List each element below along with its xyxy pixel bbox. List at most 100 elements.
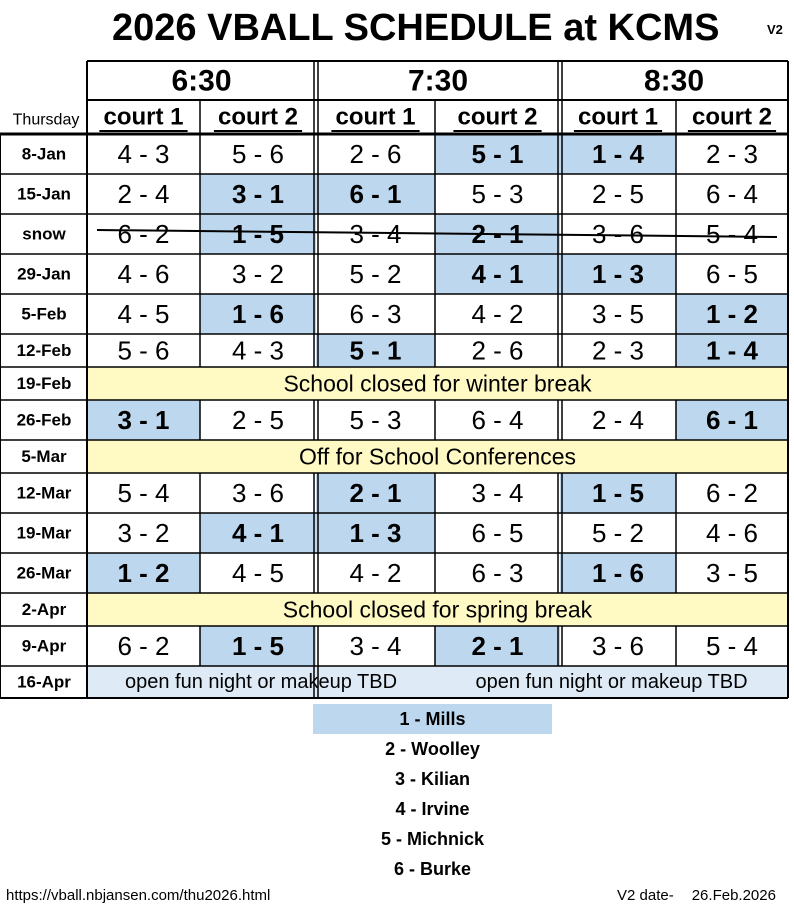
game-cell: 3 - 6 — [592, 631, 644, 661]
date-cell-15: 16-Apr — [17, 673, 71, 692]
court-header-4: court 2 — [457, 104, 537, 131]
game-cell: 1 - 5 — [232, 631, 284, 661]
highlight-cell — [200, 513, 316, 553]
game-cell: 4 - 3 — [232, 336, 284, 366]
strike-line — [96, 229, 778, 238]
game-cell: 6 - 2 — [117, 219, 169, 249]
note-row-text: Off for School Conferences — [299, 444, 576, 470]
game-cell: 4 - 5 — [232, 558, 284, 588]
highlight-cell — [676, 294, 788, 334]
highlight-cell — [560, 134, 676, 174]
date-cell-7: 19-Feb — [17, 374, 72, 393]
highlight-cell — [676, 400, 788, 440]
date-cell-5: 5-Feb — [21, 305, 66, 324]
note-row-bg — [87, 367, 788, 400]
footer-date: 26.Feb.2026 — [691, 887, 776, 904]
highlight-cell — [435, 254, 560, 294]
legend-item-2: 2 - Woolley — [385, 739, 480, 759]
game-cell: 5 - 3 — [471, 179, 523, 209]
game-cell: 5 - 4 — [117, 478, 169, 508]
game-cell: 2 - 6 — [349, 139, 401, 169]
game-cell: 4 - 3 — [117, 139, 169, 169]
game-cell: 4 - 6 — [117, 259, 169, 289]
game-cell: 3 - 1 — [117, 405, 169, 435]
footer-url: https://vball.nbjansen.com/thu2026.html — [6, 887, 271, 904]
highlight-cell — [200, 626, 316, 666]
game-cell: 4 - 2 — [471, 299, 523, 329]
note-row-bg — [87, 593, 788, 626]
highlight-cell — [435, 134, 560, 174]
court-header-5: court 1 — [578, 104, 658, 131]
game-cell: 3 - 2 — [117, 518, 169, 548]
footer-version-date: V2 date- 26.Feb.2026 — [617, 887, 776, 904]
date-cell-4: 29-Jan — [17, 265, 71, 284]
open-night-right: open fun night or makeup TBD — [475, 671, 747, 693]
date-cell-3: snow — [22, 225, 66, 244]
game-cell: 6 - 1 — [706, 405, 758, 435]
highlight-cell — [560, 473, 676, 513]
game-cell: 4 - 1 — [232, 518, 284, 548]
court-header-1: court 1 — [103, 104, 183, 131]
game-cell: 6 - 2 — [706, 478, 758, 508]
game-cell: 2 - 4 — [592, 405, 644, 435]
time-header-3: 8:30 — [644, 65, 704, 98]
game-cell: 3 - 6 — [592, 219, 644, 249]
game-cell: 1 - 4 — [592, 139, 645, 169]
game-cell: 5 - 6 — [117, 336, 169, 366]
day-label: Thursday — [13, 112, 80, 129]
game-cell: 2 - 4 — [117, 179, 169, 209]
game-cell: 1 - 3 — [349, 518, 401, 548]
highlight-cell — [560, 254, 676, 294]
game-cell: 2 - 6 — [471, 336, 523, 366]
highlight-cell — [87, 553, 200, 593]
game-cell: 5 - 4 — [706, 631, 758, 661]
date-cell-1: 8-Jan — [22, 145, 66, 164]
date-cell-11: 19-Mar — [17, 524, 72, 543]
highlight-cell — [316, 334, 435, 367]
game-cell: 2 - 1 — [349, 478, 401, 508]
date-cell-9: 5-Mar — [21, 447, 67, 466]
highlight-cell — [316, 174, 435, 214]
game-cell: 1 - 2 — [706, 299, 758, 329]
game-cell: 3 - 4 — [471, 478, 523, 508]
game-cell: 1 - 3 — [592, 259, 644, 289]
game-cell: 3 - 5 — [706, 558, 758, 588]
highlight-cell — [676, 334, 788, 367]
highlight-cell — [87, 400, 200, 440]
game-cell: 5 - 2 — [349, 259, 401, 289]
date-cell-13: 2-Apr — [22, 600, 67, 619]
highlight-cell — [200, 214, 316, 254]
game-cell: 5 - 1 — [471, 139, 523, 169]
game-cell: 5 - 6 — [232, 139, 284, 169]
game-cell: 3 - 4 — [349, 631, 401, 661]
game-cell: 1 - 6 — [592, 558, 644, 588]
game-cell: 3 - 6 — [232, 478, 284, 508]
highlight-cell — [316, 473, 435, 513]
game-cell: 4 - 6 — [706, 518, 758, 548]
game-cell: 6 - 2 — [117, 631, 169, 661]
time-header-1: 6:30 — [171, 65, 231, 98]
game-cell: 6 - 3 — [349, 299, 401, 329]
game-cell: 3 - 2 — [232, 259, 284, 289]
legend-item-5: 5 - Michnick — [380, 829, 485, 849]
highlight-cell — [316, 513, 435, 553]
date-cell-12: 26-Mar — [17, 564, 72, 583]
game-cell: 4 - 2 — [349, 558, 401, 588]
open-row-bg — [87, 666, 788, 698]
open-night-left: open fun night or makeup TBD — [125, 671, 397, 693]
highlight-cell — [435, 626, 560, 666]
game-cell: 6 - 5 — [471, 518, 523, 548]
court-header-3: court 1 — [335, 104, 415, 131]
game-cell: 1 - 5 — [232, 219, 284, 249]
game-cell: 6 - 1 — [349, 179, 401, 209]
date-cell-14: 9-Apr — [22, 637, 67, 656]
schedule-table: 6:30 7:30 8:30 court 1 court 2 court 1 court 2… — [0, 60, 789, 699]
game-cell: 2 - 5 — [232, 405, 284, 435]
game-cell: 3 - 1 — [232, 179, 284, 209]
game-cell: 2 - 1 — [471, 631, 523, 661]
version-tag: V2 — [767, 22, 783, 37]
game-cell: 5 - 3 — [349, 405, 401, 435]
footer-version-label: V2 date- — [617, 887, 674, 904]
date-cell-10: 12-Mar — [17, 484, 72, 503]
game-cell: 2 - 3 — [592, 336, 644, 366]
